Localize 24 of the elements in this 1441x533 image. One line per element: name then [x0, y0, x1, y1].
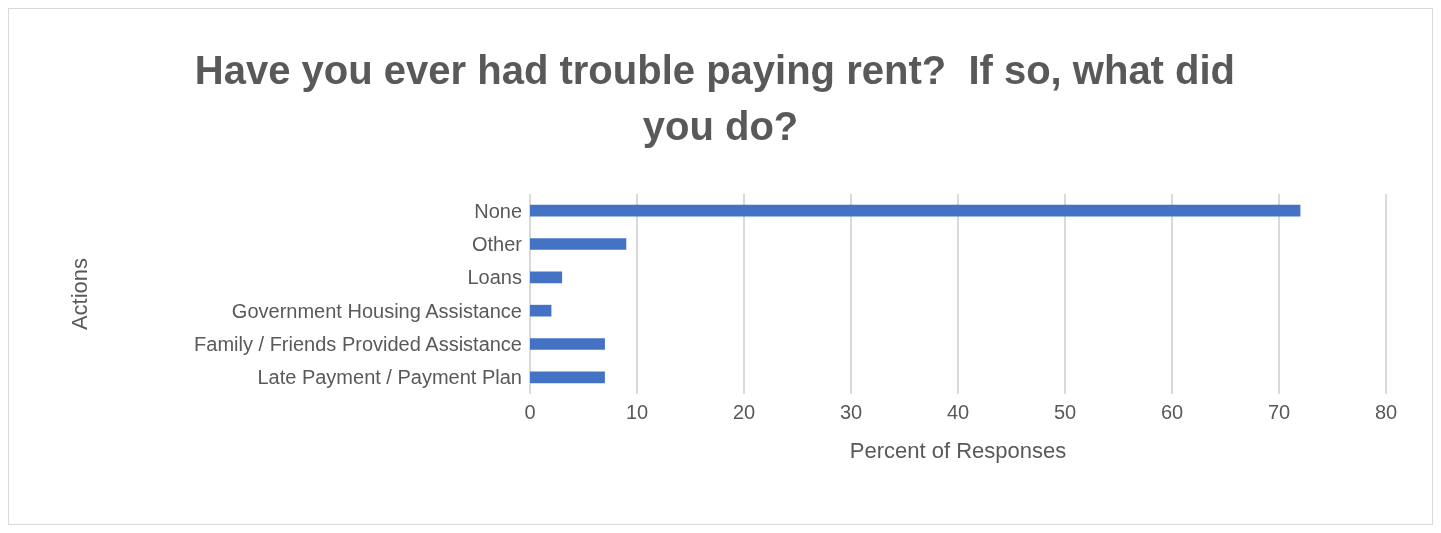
- bar: [530, 304, 552, 317]
- y-tick-label: Late Payment / Payment Plan: [257, 366, 522, 389]
- bar: [530, 271, 563, 284]
- y-tick-label: None: [474, 199, 522, 222]
- bar: [530, 204, 1301, 217]
- x-tick-label: 0: [524, 401, 536, 423]
- chart-title: Have you ever had trouble paying rent? If so, what did you do?: [194, 48, 1247, 148]
- x-axis-title: Percent of Responses: [849, 437, 1067, 463]
- x-tick-label: 30: [839, 401, 863, 423]
- x-tick-label: 20: [732, 401, 756, 423]
- y-tick-label: Other: [471, 233, 523, 255]
- x-tick-label: 60: [1160, 401, 1184, 423]
- x-tick-label: 10: [625, 401, 649, 423]
- x-tick-label: 80: [1374, 401, 1398, 423]
- x-tick-label: 40: [946, 401, 970, 423]
- y-tick-label: Loans: [467, 266, 522, 289]
- x-tick-label: 50: [1053, 401, 1077, 423]
- y-tick-label: Government Housing Assistance: [231, 299, 522, 322]
- bar: [530, 338, 605, 350]
- bar: [530, 238, 627, 250]
- y-tick-label: Family / Friends Provided Assistance: [194, 333, 522, 355]
- y-axis-title: Actions: [66, 257, 92, 331]
- bar: [530, 371, 605, 384]
- x-tick-label: 70: [1267, 401, 1291, 423]
